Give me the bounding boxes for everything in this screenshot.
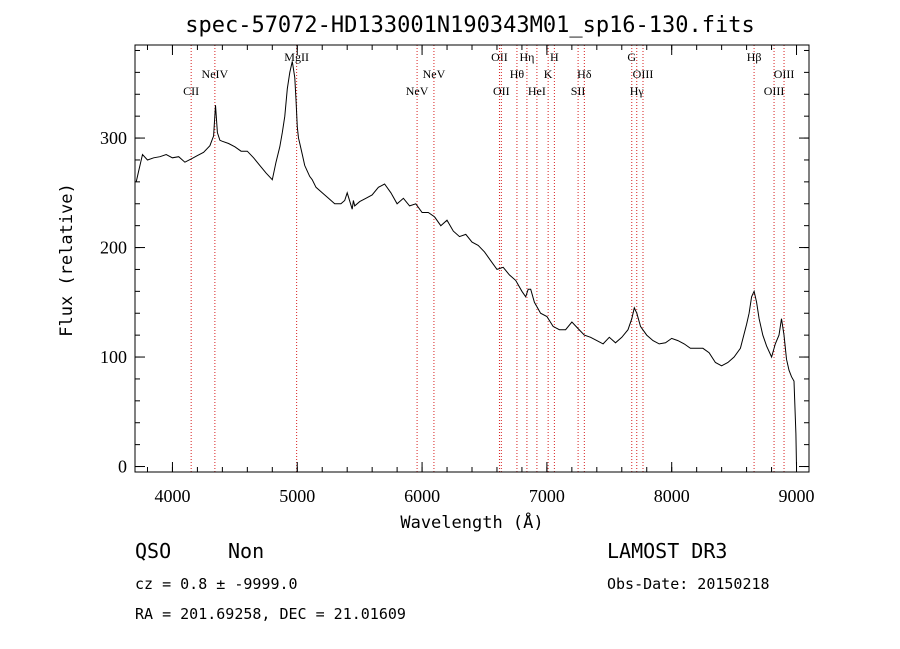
emission-line-label: Hδ xyxy=(577,67,592,81)
object-subclass: Non xyxy=(228,539,264,563)
x-tick-label: 4000 xyxy=(154,486,190,506)
axis-ticks: 4000 5000 6000 7000 8000 9000 0 100 200 300 xyxy=(100,45,815,506)
x-tick-label: 6000 xyxy=(404,486,440,506)
emission-line-label: H xyxy=(550,50,559,64)
y-tick-label: 100 xyxy=(100,347,127,367)
x-tick-label: 9000 xyxy=(779,486,815,506)
emission-line-label: G xyxy=(627,50,636,64)
y-tick-label: 300 xyxy=(100,128,127,148)
redshift-readout: cz = 0.8 ± -9999.0 xyxy=(135,575,298,593)
emission-line-label: OII xyxy=(493,84,510,98)
object-class: QSO xyxy=(135,539,171,563)
plot-frame xyxy=(134,44,810,473)
survey-name: LAMOST DR3 xyxy=(607,539,727,563)
emission-line-label: NeV xyxy=(406,84,429,98)
emission-line-label: SII xyxy=(571,84,586,98)
y-tick-label: 0 xyxy=(118,457,127,477)
emission-line-label: OII xyxy=(491,50,508,64)
x-tick-label: 5000 xyxy=(279,486,315,506)
x-tick-label: 8000 xyxy=(654,486,690,506)
coordinates-readout: RA = 201.69258, DEC = 21.01609 xyxy=(135,605,406,623)
emission-line-label: CII xyxy=(183,84,199,98)
y-axis-label: Flux (relative) xyxy=(57,183,77,337)
emission-line-label: HeI xyxy=(528,84,546,98)
emission-line-label: MgII xyxy=(284,50,309,64)
x-axis-label: Wavelength (Å) xyxy=(400,511,543,533)
emission-line-label: K xyxy=(544,67,553,81)
emission-line-label: Hβ xyxy=(747,50,762,64)
spectrum-line xyxy=(135,61,797,467)
emission-line-label: Hγ xyxy=(630,84,645,98)
chart-title: spec-57072-HD133001N190343M01_sp16-130.f… xyxy=(185,13,755,38)
emission-line-label: NeV xyxy=(423,67,446,81)
emission-line-label: OIII xyxy=(774,67,795,81)
y-tick-label: 200 xyxy=(100,238,127,258)
x-tick-label: 7000 xyxy=(529,486,565,506)
emission-line-label: OIII xyxy=(764,84,785,98)
emission-line-label: Hη xyxy=(519,50,534,64)
emission-line-label: Hθ xyxy=(510,67,525,81)
emission-line-label: OIII xyxy=(633,67,654,81)
observation-date: Obs-Date: 20150218 xyxy=(607,575,770,593)
emission-line-label: NeIV xyxy=(202,67,229,81)
